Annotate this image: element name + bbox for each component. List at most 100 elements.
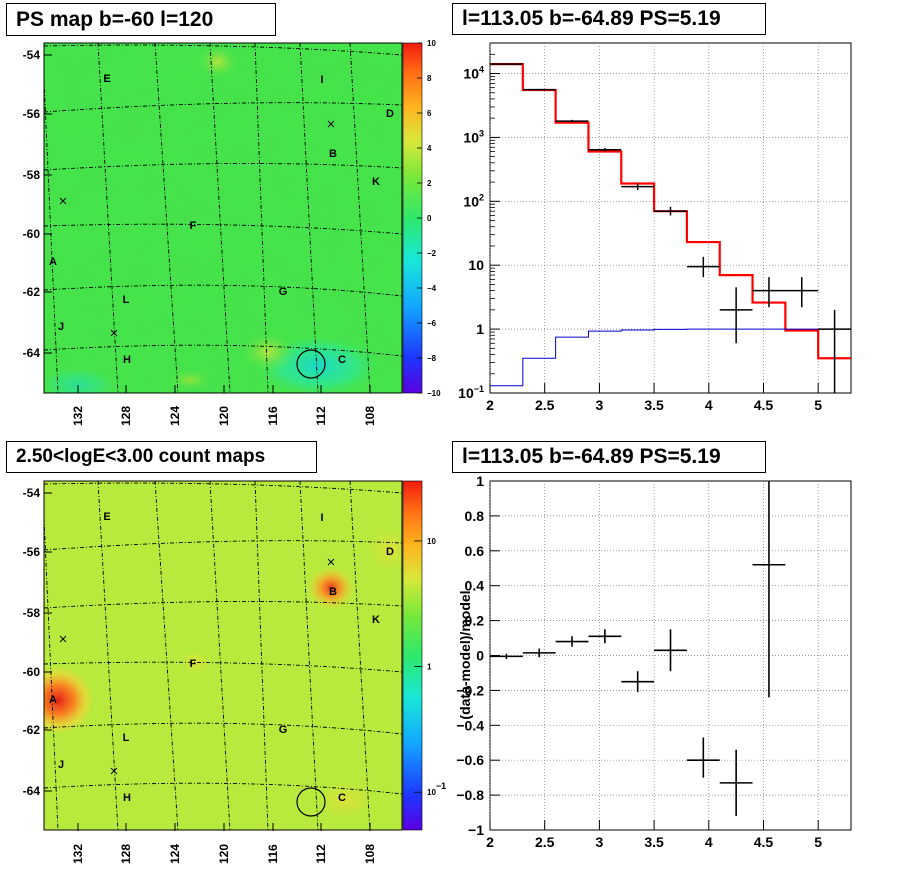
count-map-hotspot-a bbox=[44, 666, 94, 734]
residual-xtick: 5 bbox=[814, 834, 822, 850]
map-lon-tick: 132 bbox=[71, 406, 85, 426]
source-label-h: H bbox=[123, 354, 131, 366]
source-cross-marker bbox=[59, 635, 67, 643]
spectrum-xtick: 4 bbox=[705, 397, 713, 413]
residual-xtick: 3 bbox=[595, 834, 603, 850]
map-lat-tick: -58 bbox=[23, 168, 41, 182]
spectrum-title: l=113.05 b=-64.89 PS=5.19 bbox=[452, 3, 766, 35]
spectrum-data-point bbox=[654, 206, 687, 216]
ps-colorbar-tick: −8 bbox=[427, 354, 437, 363]
residual-data-point bbox=[490, 653, 523, 659]
residual-ytick: 0.2 bbox=[465, 613, 485, 629]
spectrum-data-point bbox=[588, 148, 622, 152]
spectrum-frame bbox=[489, 42, 852, 394]
source-label-b: B bbox=[329, 586, 337, 598]
map-lat-tick: -64 bbox=[23, 784, 41, 798]
map-lon-tick: 108 bbox=[363, 406, 377, 426]
latitude-gridline bbox=[44, 540, 402, 551]
count-colorbar-tick: 10−1 bbox=[427, 781, 446, 797]
residual-ylabel: (data-model)/model bbox=[457, 590, 473, 719]
map-lat-tick: -62 bbox=[23, 285, 41, 299]
count-map-source-labels: E I D B K F A G L J H C bbox=[49, 511, 394, 817]
spectrum-data-point bbox=[555, 119, 589, 123]
spectrum-marks bbox=[490, 63, 851, 393]
ps-map-frame bbox=[43, 42, 403, 394]
map-lat-tick: -64 bbox=[23, 346, 41, 360]
ps-map-warm-region bbox=[165, 368, 215, 392]
spectrum-xtick: 5 bbox=[814, 397, 822, 413]
count-map-frame bbox=[43, 480, 403, 831]
spectrum-xtick: 2.5 bbox=[535, 397, 555, 413]
ps-colorbar-tick: 6 bbox=[427, 109, 432, 118]
source-cross-marker bbox=[327, 558, 335, 566]
source-label-i: I bbox=[320, 512, 323, 524]
map-lon-tick: 112 bbox=[314, 844, 328, 864]
map-lon-tick: 120 bbox=[217, 844, 231, 864]
map-lat-tick: -58 bbox=[23, 606, 41, 620]
source-label-j: J bbox=[58, 759, 64, 771]
ps-colorbar-tick: −2 bbox=[427, 249, 437, 258]
spectrum-xtick: 3 bbox=[595, 397, 603, 413]
residual-marks bbox=[490, 481, 786, 817]
residual-xtick: 3.5 bbox=[644, 834, 664, 850]
map-lon-tick: 112 bbox=[314, 406, 328, 426]
source-label-k: K bbox=[372, 176, 380, 188]
ps-colorbar-tick: 4 bbox=[427, 144, 432, 153]
ps-map-texture bbox=[44, 43, 402, 393]
source-label-a: A bbox=[49, 694, 57, 706]
count-colorbar-tick: 10 bbox=[427, 537, 436, 546]
latitude-gridline bbox=[44, 344, 402, 357]
longitude-gridline bbox=[254, 43, 269, 393]
count-map-grain bbox=[44, 481, 402, 830]
spectrum-axes: 2 2.5 3 3.5 4 4.5 5 10−1 1 10 102 103 104 bbox=[458, 53, 822, 413]
map-lat-tick: -54 bbox=[23, 486, 41, 500]
residual-ytick: −0.8 bbox=[456, 787, 484, 803]
residual-panel: 2 2.5 3 3.5 4 4.5 5 −1 −0.8 −0.6 −0.4 −0.2 0 0.2 0.4 0.… bbox=[456, 473, 852, 850]
map-lon-tick: 128 bbox=[119, 406, 133, 426]
residual-data-point bbox=[719, 749, 753, 817]
map-lon-tick: 116 bbox=[266, 844, 280, 864]
longitude-gridline bbox=[44, 79, 59, 393]
map-lon-tick: 116 bbox=[266, 406, 280, 426]
residual-axes: 2 2.5 3 3.5 4 4.5 5 −1 −0.8 −0.6 −0.4 −0.2 0 0.2 0.4 0.… bbox=[456, 473, 822, 850]
map-lon-tick: 124 bbox=[168, 406, 182, 426]
spectrum-ytick: 1 bbox=[476, 321, 484, 337]
source-label-j: J bbox=[58, 321, 64, 333]
source-cross-marker bbox=[110, 329, 118, 337]
residual-data-point bbox=[555, 636, 589, 647]
map-lat-tick: -60 bbox=[23, 665, 41, 679]
latitude-gridline bbox=[44, 163, 402, 171]
map-lat-tick: -56 bbox=[23, 107, 41, 121]
latitude-gridline bbox=[44, 284, 402, 297]
residual-data-point bbox=[621, 671, 655, 693]
source-label-k: K bbox=[372, 614, 380, 626]
spectrum-xtick: 3.5 bbox=[644, 397, 664, 413]
map-lat-tick: -60 bbox=[23, 227, 41, 241]
count-colorbar-tick: 1 bbox=[427, 663, 432, 672]
latitude-gridline bbox=[44, 102, 402, 113]
source-label-l: L bbox=[123, 294, 130, 306]
ps-map-warm-region bbox=[196, 44, 240, 80]
source-label-c: C bbox=[338, 354, 346, 366]
spectrum-ytick: 10−1 bbox=[458, 384, 484, 401]
residual-xtick: 2 bbox=[486, 834, 494, 850]
count-map-warm-region bbox=[317, 782, 373, 818]
spectrum-xtick: 4.5 bbox=[754, 397, 774, 413]
source-label-h: H bbox=[123, 792, 131, 804]
ps-map-warm-region bbox=[238, 330, 298, 374]
ps-colorbar-tick: 2 bbox=[427, 179, 432, 188]
count-map-warm-region bbox=[368, 530, 402, 570]
acceptance-step-line bbox=[490, 328, 851, 387]
ps-map-coordinate-grid bbox=[44, 43, 402, 393]
residual-data-point bbox=[522, 648, 556, 658]
longitude-gridline bbox=[254, 481, 269, 830]
ps-colorbar-tick: 8 bbox=[427, 74, 432, 83]
ps-map-cyan-region bbox=[44, 367, 118, 393]
target-source-circle bbox=[296, 787, 326, 817]
residual-data-point bbox=[654, 629, 687, 672]
longitude-gridline bbox=[44, 517, 59, 830]
source-label-c: C bbox=[338, 792, 346, 804]
ps-map-axis-labels: -54 -56 -58 -60 -62 -64 132 128 124 120 116 112 108 bbox=[23, 48, 377, 426]
source-label-d: D bbox=[386, 108, 394, 120]
spectrum-data-point bbox=[522, 88, 556, 91]
